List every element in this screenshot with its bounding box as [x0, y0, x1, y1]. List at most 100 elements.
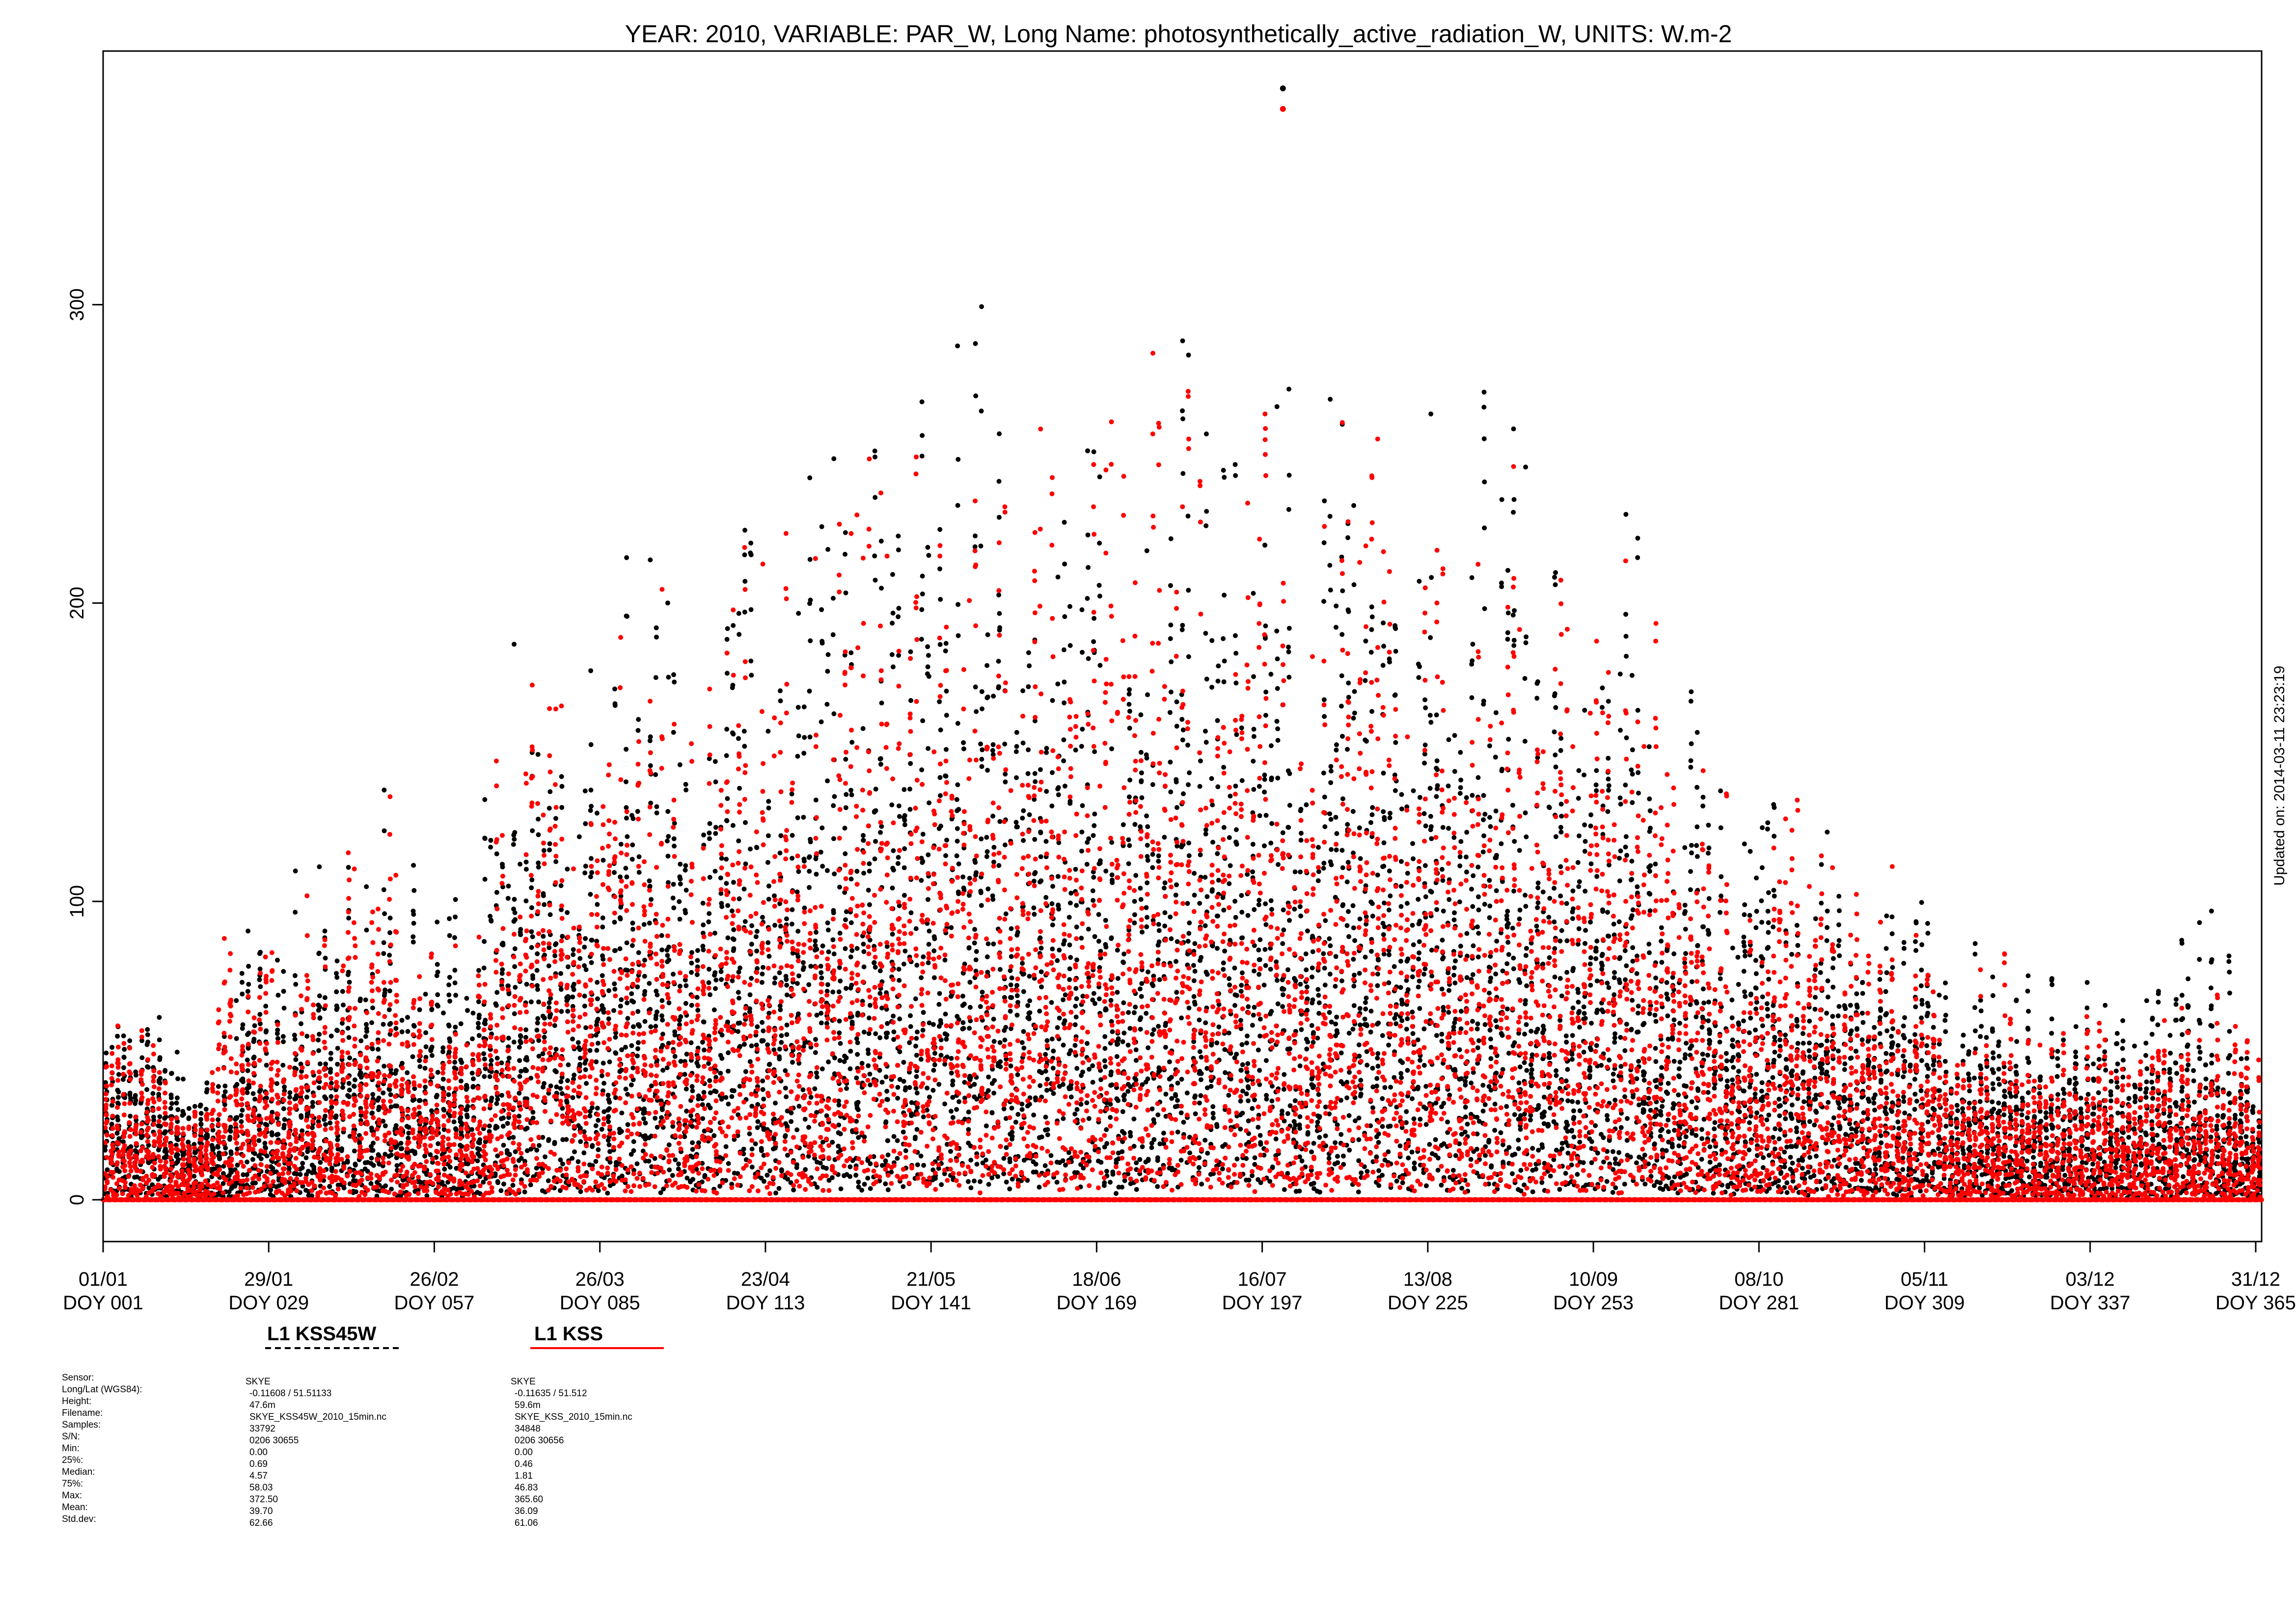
- data-point: [376, 1105, 382, 1110]
- data-point: [534, 968, 540, 973]
- data-point: [465, 1104, 470, 1109]
- data-point: [688, 1040, 694, 1045]
- data-point: [204, 1087, 210, 1092]
- data-point: [706, 919, 711, 924]
- data-point: [517, 1090, 522, 1096]
- data-point: [383, 987, 388, 993]
- data-point: [589, 804, 594, 809]
- data-point: [708, 1105, 713, 1110]
- data-point: [524, 1068, 529, 1073]
- data-point: [417, 1007, 422, 1012]
- data-point: [245, 1057, 250, 1063]
- data-point: [488, 838, 493, 843]
- data-point: [133, 1098, 138, 1103]
- data-point: [376, 1047, 381, 1052]
- data-point: [541, 934, 546, 939]
- data-point: [144, 1087, 150, 1092]
- data-point: [695, 958, 700, 963]
- data-point: [683, 867, 688, 873]
- data-point: [671, 882, 676, 887]
- data-point: [683, 983, 689, 988]
- data-point: [588, 808, 593, 813]
- data-point: [565, 866, 570, 872]
- data-point: [588, 668, 594, 674]
- data-point: [690, 1088, 695, 1093]
- data-point: [382, 1063, 387, 1069]
- data-point: [370, 1046, 375, 1052]
- data-point: [364, 884, 369, 890]
- data-point: [506, 1056, 512, 1061]
- data-point: [435, 962, 440, 967]
- data-point: [328, 1056, 333, 1061]
- data-point: [151, 1117, 157, 1123]
- data-point: [606, 1114, 611, 1119]
- data-point: [388, 1092, 393, 1097]
- data-point: [115, 1095, 121, 1100]
- data-point: [606, 988, 611, 993]
- data-point: [417, 1058, 422, 1063]
- data-point: [447, 916, 452, 921]
- data-point: [150, 1091, 156, 1096]
- data-point: [115, 1117, 121, 1123]
- data-point: [246, 981, 251, 987]
- data-point: [239, 1113, 244, 1118]
- data-point: [653, 675, 658, 680]
- data-point: [382, 828, 387, 834]
- data-point: [411, 863, 416, 868]
- data-point: [346, 865, 351, 870]
- data-point: [245, 1068, 250, 1073]
- data-point: [523, 1035, 528, 1040]
- data-point: [601, 956, 606, 962]
- data-point: [109, 1045, 115, 1050]
- data-point: [701, 1090, 707, 1095]
- data-point: [542, 1081, 547, 1086]
- data-point: [707, 830, 712, 836]
- data-point: [204, 1080, 210, 1085]
- data-point: [546, 1137, 551, 1142]
- data-point: [713, 1089, 719, 1094]
- data-point: [181, 1077, 186, 1082]
- data-point: [417, 1098, 423, 1103]
- data-point: [114, 1131, 120, 1136]
- data-point: [245, 1090, 250, 1095]
- data-point: [524, 1126, 530, 1131]
- data-point: [617, 946, 623, 951]
- data-point: [217, 1156, 222, 1162]
- data-point: [446, 982, 452, 988]
- data-point: [239, 971, 245, 976]
- data-point: [547, 841, 552, 846]
- data-point: [257, 977, 262, 982]
- data-point: [453, 897, 458, 902]
- data-point: [382, 911, 387, 917]
- data-point: [624, 815, 629, 821]
- data-point: [429, 1006, 435, 1012]
- data-point: [653, 772, 658, 777]
- data-point: [611, 1008, 616, 1013]
- data-point: [584, 1081, 589, 1086]
- data-point: [253, 1180, 258, 1186]
- data-point: [286, 1166, 292, 1171]
- data-point: [205, 1134, 210, 1139]
- data-point: [293, 1057, 299, 1062]
- data-point: [281, 1122, 287, 1128]
- data-point: [109, 1121, 114, 1127]
- data-point: [636, 950, 641, 955]
- data-point: [174, 1050, 180, 1055]
- data-point: [347, 1087, 352, 1093]
- data-point: [335, 1028, 340, 1033]
- data-point: [139, 1038, 144, 1043]
- data-point: [648, 734, 653, 739]
- data-point: [368, 1181, 374, 1186]
- data-point: [572, 1072, 577, 1078]
- data-point: [701, 1019, 707, 1025]
- data-point: [540, 1051, 546, 1056]
- data-point: [412, 1151, 418, 1156]
- data-point: [345, 1160, 350, 1165]
- data-point: [447, 1039, 453, 1044]
- data-point: [683, 1001, 688, 1006]
- data-point: [252, 1151, 257, 1156]
- data-point: [559, 774, 564, 779]
- data-point: [363, 997, 368, 1002]
- data-point: [518, 1040, 523, 1045]
- data-point: [215, 1144, 220, 1150]
